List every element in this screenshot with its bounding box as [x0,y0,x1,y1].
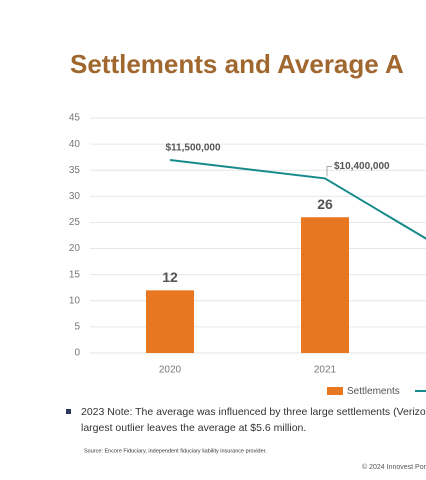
y-tick-label: 20 [69,243,81,254]
x-tick-label: 2020 [159,365,182,376]
legend-swatch [327,387,343,395]
note-line: largest outlier leaves the average at $5… [81,422,306,434]
bar [301,217,349,353]
line-value-label: $11,500,000 [165,143,220,154]
y-tick-label: 5 [74,322,80,333]
bar-value-label: 26 [317,196,333,212]
footer: © 2024 Innovest Por [362,463,426,471]
source: Source: Encore Fiduciary, independent fi… [84,448,267,454]
y-tick-label: 45 [69,113,81,124]
y-tick-label: 40 [69,139,81,150]
line [169,158,426,240]
note-bullet [66,409,71,414]
label-leader [326,166,332,177]
legend-label: Settlements [347,386,400,397]
y-tick-label: 35 [69,165,81,176]
y-tick-label: 25 [69,217,81,228]
y-tick-label: 0 [74,348,80,359]
line-value-label: $10,400,000 [334,161,390,172]
note-line: 2023 Note: The average was influenced by… [81,406,426,418]
y-tick-label: 10 [69,295,81,306]
bar [146,290,194,353]
y-tick-label: 30 [69,191,81,202]
chart-title: Settlements and Average A [70,49,404,79]
bar-value-label: 12 [162,269,178,285]
x-tick-label: 2021 [314,365,337,376]
y-tick-label: 15 [69,269,81,280]
